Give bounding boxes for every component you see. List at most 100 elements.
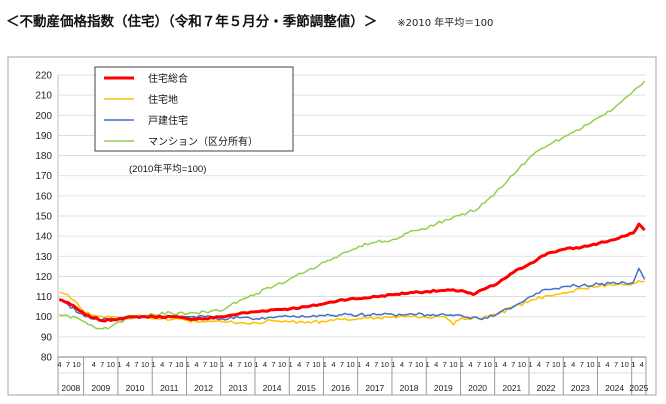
y-tick-label: 140 — [35, 232, 52, 243]
month-tick-label: 7 — [169, 360, 173, 369]
month-tick-label: 10 — [586, 360, 594, 369]
month-tick-label: 10 — [483, 360, 491, 369]
month-tick-label: 10 — [312, 360, 320, 369]
month-tick-label: 4 — [92, 360, 96, 369]
month-tick-label: 4 — [194, 360, 198, 369]
month-tick-label: 10 — [449, 360, 457, 369]
month-tick-label: 4 — [57, 360, 61, 369]
month-tick-label: 10 — [415, 360, 423, 369]
y-tick-label: 110 — [36, 292, 52, 303]
month-tick-label: 10 — [141, 360, 149, 369]
month-tick-label: 7 — [134, 360, 138, 369]
month-tick-label: 10 — [244, 360, 252, 369]
y-tick-label: 150 — [35, 212, 52, 223]
month-tick-label: 1 — [631, 360, 635, 369]
month-tick-label: 1 — [357, 360, 361, 369]
month-tick-label: 10 — [72, 360, 80, 369]
month-tick-label: 7 — [237, 360, 241, 369]
month-tick-label: 10 — [552, 360, 560, 369]
y-tick-label: 170 — [35, 171, 52, 182]
month-tick-label: 1 — [494, 360, 498, 369]
month-tick-label: 7 — [374, 360, 378, 369]
y-tick-label: 90 — [41, 332, 53, 343]
month-tick-label: 7 — [306, 360, 310, 369]
month-tick-label: 7 — [580, 360, 584, 369]
series-line-3 — [59, 80, 646, 330]
year-label: 2020 — [468, 383, 487, 393]
year-label: 2014 — [263, 383, 282, 393]
y-tick-label: 190 — [35, 131, 52, 142]
month-tick-label: 1 — [220, 360, 224, 369]
y-tick-label: 210 — [35, 91, 52, 102]
month-tick-label: 10 — [346, 360, 354, 369]
month-tick-label: 7 — [443, 360, 447, 369]
year-label: 2008 — [61, 383, 80, 393]
month-tick-label: 4 — [229, 360, 233, 369]
month-tick-label: 1 — [289, 360, 293, 369]
month-tick-label: 4 — [537, 360, 541, 369]
month-tick-label: 10 — [381, 360, 389, 369]
y-tick-label: 80 — [41, 353, 53, 364]
month-tick-label: 4 — [263, 360, 267, 369]
page-title: ＜不動産価格指数（住宅）（令和７年５月分・季節調整値）＞ — [6, 14, 378, 30]
y-axis: 80 90 100 110 120 130 140 150 160 170 180 190 200 210… — [35, 71, 52, 364]
month-tick-label: 10 — [107, 360, 115, 369]
month-tick-label: 1 — [528, 360, 532, 369]
month-tick-label: 4 — [605, 360, 609, 369]
month-tick-label: 10 — [209, 360, 217, 369]
header: ＜不動産価格指数（住宅）（令和７年５月分・季節調整値）＞ ※2010 年平均＝1… — [6, 10, 493, 30]
legend: 住宅総合 住宅地 戸建住宅 マンション（区分所有） — [94, 66, 294, 152]
month-tick-label: 4 — [160, 360, 164, 369]
year-label: 2025 — [629, 383, 648, 393]
y-tick-label: 160 — [35, 191, 52, 202]
year-label: 2022 — [537, 383, 556, 393]
year-label: 2016 — [331, 383, 350, 393]
legend-label-total: 住宅総合 — [148, 72, 188, 85]
y-tick-label: 100 — [35, 312, 52, 323]
month-tick-label: 4 — [503, 360, 507, 369]
month-tick-label: 4 — [434, 360, 438, 369]
month-tick-label: 7 — [271, 360, 275, 369]
base-note: ※2010 年平均＝100 — [397, 18, 494, 29]
month-tick-label: 4 — [331, 360, 335, 369]
year-label: 2009 — [91, 383, 110, 393]
month-tick-label: 1 — [631, 360, 635, 369]
month-tick-label: 10 — [175, 360, 183, 369]
month-tick-label: 1 — [186, 360, 190, 369]
month-tick-label: 7 — [614, 360, 618, 369]
y-tick-label: 220 — [35, 71, 52, 82]
month-tick-label: 7 — [511, 360, 515, 369]
month-tick-label: 4 — [126, 360, 130, 369]
month-tick-label: 7 — [100, 360, 104, 369]
chart-base-note: (2010年平均=100) — [129, 163, 206, 175]
year-label: 2013 — [228, 383, 247, 393]
month-tick-label: 7 — [340, 360, 344, 369]
year-label: 2019 — [434, 383, 453, 393]
series-lines — [58, 80, 646, 330]
month-tick-label: 10 — [518, 360, 526, 369]
series-line-0 — [59, 222, 646, 323]
year-label: 2018 — [400, 383, 419, 393]
month-tick-label: 1 — [460, 360, 464, 369]
month-tick-label: 4 — [400, 360, 404, 369]
month-tick-label: 1 — [597, 360, 601, 369]
legend-box — [94, 66, 294, 152]
year-label: 2024 — [605, 383, 624, 393]
y-tick-label: 180 — [35, 151, 52, 162]
month-tick-label: 4 — [571, 360, 575, 369]
month-tick-label: 1 — [254, 360, 258, 369]
month-tick-label: 4 — [297, 360, 301, 369]
year-label: 2023 — [571, 383, 590, 393]
month-tick-label: 7 — [545, 360, 549, 369]
legend-label-condo: マンション（区分所有） — [148, 135, 258, 148]
month-tick-label: 7 — [477, 360, 481, 369]
year-label: 2011 — [160, 383, 179, 393]
month-tick-label: 1 — [323, 360, 327, 369]
y-tick-label: 200 — [35, 111, 52, 122]
month-tick-label: 1 — [117, 360, 121, 369]
legend-label-land: 住宅地 — [148, 93, 178, 106]
y-tick-label: 120 — [35, 272, 52, 283]
